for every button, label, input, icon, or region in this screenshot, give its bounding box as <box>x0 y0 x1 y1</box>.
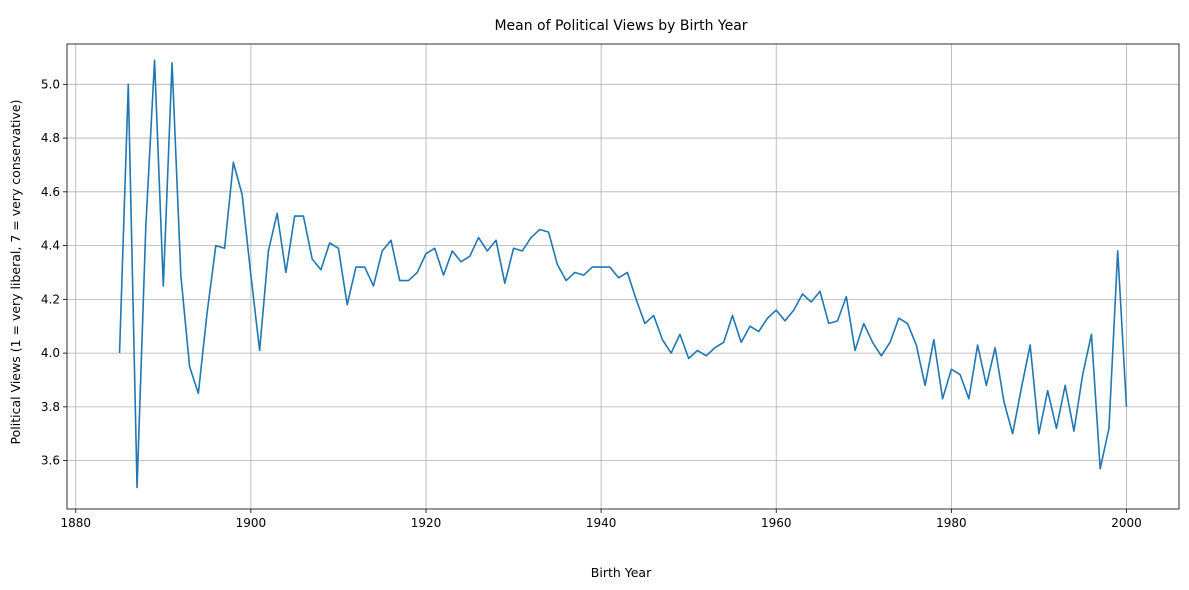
y-tick-label: 4.6 <box>41 185 60 199</box>
x-tick-label: 1920 <box>411 516 442 530</box>
series-line <box>118 59 1128 489</box>
ticks: 1880 1900 1920 1940 1960 1980 2000 3.6 3.8 4.0 4.2… <box>41 77 1142 530</box>
plot-frame <box>66 43 1180 510</box>
y-tick-label: 4.8 <box>41 131 60 145</box>
y-tick-label: 5.0 <box>41 77 60 91</box>
chart-title: Mean of Political Views by Birth Year <box>494 18 747 34</box>
x-tick-label: 1960 <box>761 516 792 530</box>
x-tick-label: 1880 <box>60 516 91 530</box>
y-axis-label: Political Views (1 = very liberal, 7 = v… <box>8 100 23 445</box>
y-tick-label: 4.2 <box>41 292 60 306</box>
y-tick-label: 4.4 <box>41 239 60 253</box>
x-tick-label: 1940 <box>586 516 617 530</box>
y-tick-label: 3.8 <box>41 400 60 414</box>
y-tick-label: 4.0 <box>41 346 60 360</box>
x-tick-label: 1980 <box>936 516 967 530</box>
x-tick-label: 2000 <box>1111 516 1142 530</box>
x-tick-label: 1900 <box>236 516 267 530</box>
x-axis-label: Birth Year <box>591 565 652 580</box>
series-group <box>118 59 1128 489</box>
y-tick-label: 3.6 <box>41 454 60 468</box>
